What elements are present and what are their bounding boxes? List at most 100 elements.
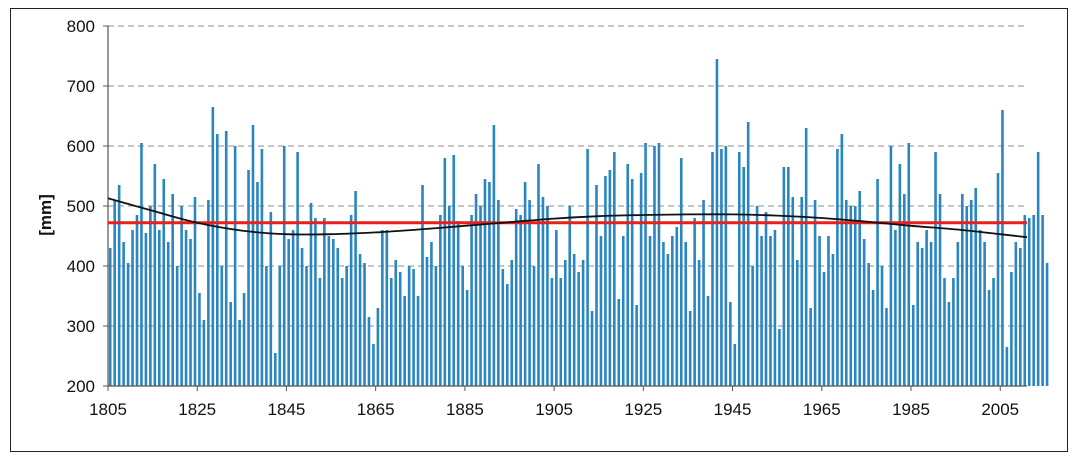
bar [916,242,919,386]
bar [581,260,585,386]
y-tick-label: 400 [67,257,95,276]
bar [608,170,612,386]
bar [760,236,763,386]
bar [381,230,384,386]
bar [171,194,174,386]
bar [314,218,317,386]
bar [211,107,215,386]
bar [773,230,777,386]
bar [929,242,933,386]
bar [358,254,362,386]
bar [858,191,862,386]
bar [537,164,540,386]
bar [706,296,710,386]
bar [684,242,688,386]
bar [318,278,322,386]
bar [394,260,398,386]
bar [216,134,219,386]
bar [256,182,259,386]
bar [965,206,969,386]
bar [617,299,621,386]
bar [782,167,786,386]
bar [278,266,282,386]
bar [376,308,380,386]
bar [831,254,835,386]
x-tick-label: 1985 [892,400,930,419]
bar [595,185,598,386]
bar [452,155,456,386]
bar [273,353,277,386]
bar [630,179,634,386]
bar [702,200,705,386]
bar [577,272,580,386]
bar [331,239,335,386]
bar [519,215,522,386]
bar [969,200,973,386]
trend-line [107,197,1028,239]
bar [1019,248,1022,386]
bar [407,266,411,386]
bar [372,344,375,386]
bar [1005,347,1009,386]
bar [238,320,241,386]
bar [742,167,746,386]
bar [903,194,906,386]
bar [1041,215,1044,386]
bar [340,278,344,386]
bar [849,206,853,386]
chart-frame: 200 300 400 500 600 700 800 1805 1825 1845 1865 188… [10,8,1068,452]
bar [729,302,732,386]
axis-layer [103,25,1027,391]
bar [207,200,210,386]
bar [465,290,469,386]
bar [648,236,652,386]
bar [514,209,518,386]
bar [1023,215,1027,386]
bar [613,152,616,386]
bar [233,146,237,386]
bar [996,173,1000,386]
bar [479,206,482,386]
y-tick-label: 500 [67,197,95,216]
bar [947,302,951,386]
bar [568,206,572,386]
bar [697,260,701,386]
bar [202,320,206,386]
bar [528,200,531,386]
bar [795,260,799,386]
bar [1014,242,1018,386]
y-tick-label: 800 [67,17,95,36]
bar [880,266,884,386]
bar [175,266,179,386]
bar [300,248,304,386]
bar [430,242,433,386]
x-tick-label: 1905 [535,400,573,419]
bar [541,197,545,386]
y-tick-label: 300 [67,317,95,336]
bar [662,242,665,386]
bar [224,131,228,386]
bar [853,206,857,386]
bar [836,149,839,386]
bar [113,200,116,386]
bar [269,212,273,386]
bar [555,230,558,386]
bar [572,254,576,386]
bar [108,248,112,386]
bar [425,257,429,386]
bar [550,278,554,386]
bar [599,236,603,386]
x-tick-label: 1925 [624,400,662,419]
bar [920,248,924,386]
bar [122,242,125,386]
bar [389,278,393,386]
bar [1036,152,1040,386]
bar [247,170,250,386]
bar [162,179,166,386]
bar [180,206,183,386]
bar [791,197,795,386]
bar [363,263,366,386]
bar [679,158,683,386]
bar [149,206,152,386]
bar [720,149,723,386]
